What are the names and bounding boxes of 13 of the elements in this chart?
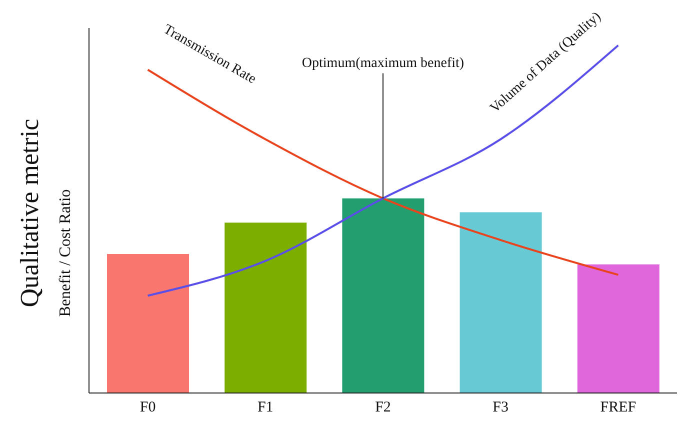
- x-tick-label: F3: [492, 400, 509, 416]
- text: Benefit / Cost Ratio: [57, 189, 75, 317]
- bar: [342, 198, 424, 393]
- bar: [107, 254, 189, 393]
- x-tick-label: F1: [257, 400, 274, 416]
- y-axis-title: Qualitative metric: [15, 118, 45, 308]
- bar: [460, 212, 542, 393]
- x-tick-label: F0: [140, 400, 156, 416]
- bar: [224, 222, 307, 393]
- bar: [577, 264, 660, 393]
- annotation: Optimum(maximum benefit): [302, 56, 464, 72]
- x-tick-label: FREF: [600, 400, 636, 416]
- x-tick-label: F2: [375, 400, 391, 416]
